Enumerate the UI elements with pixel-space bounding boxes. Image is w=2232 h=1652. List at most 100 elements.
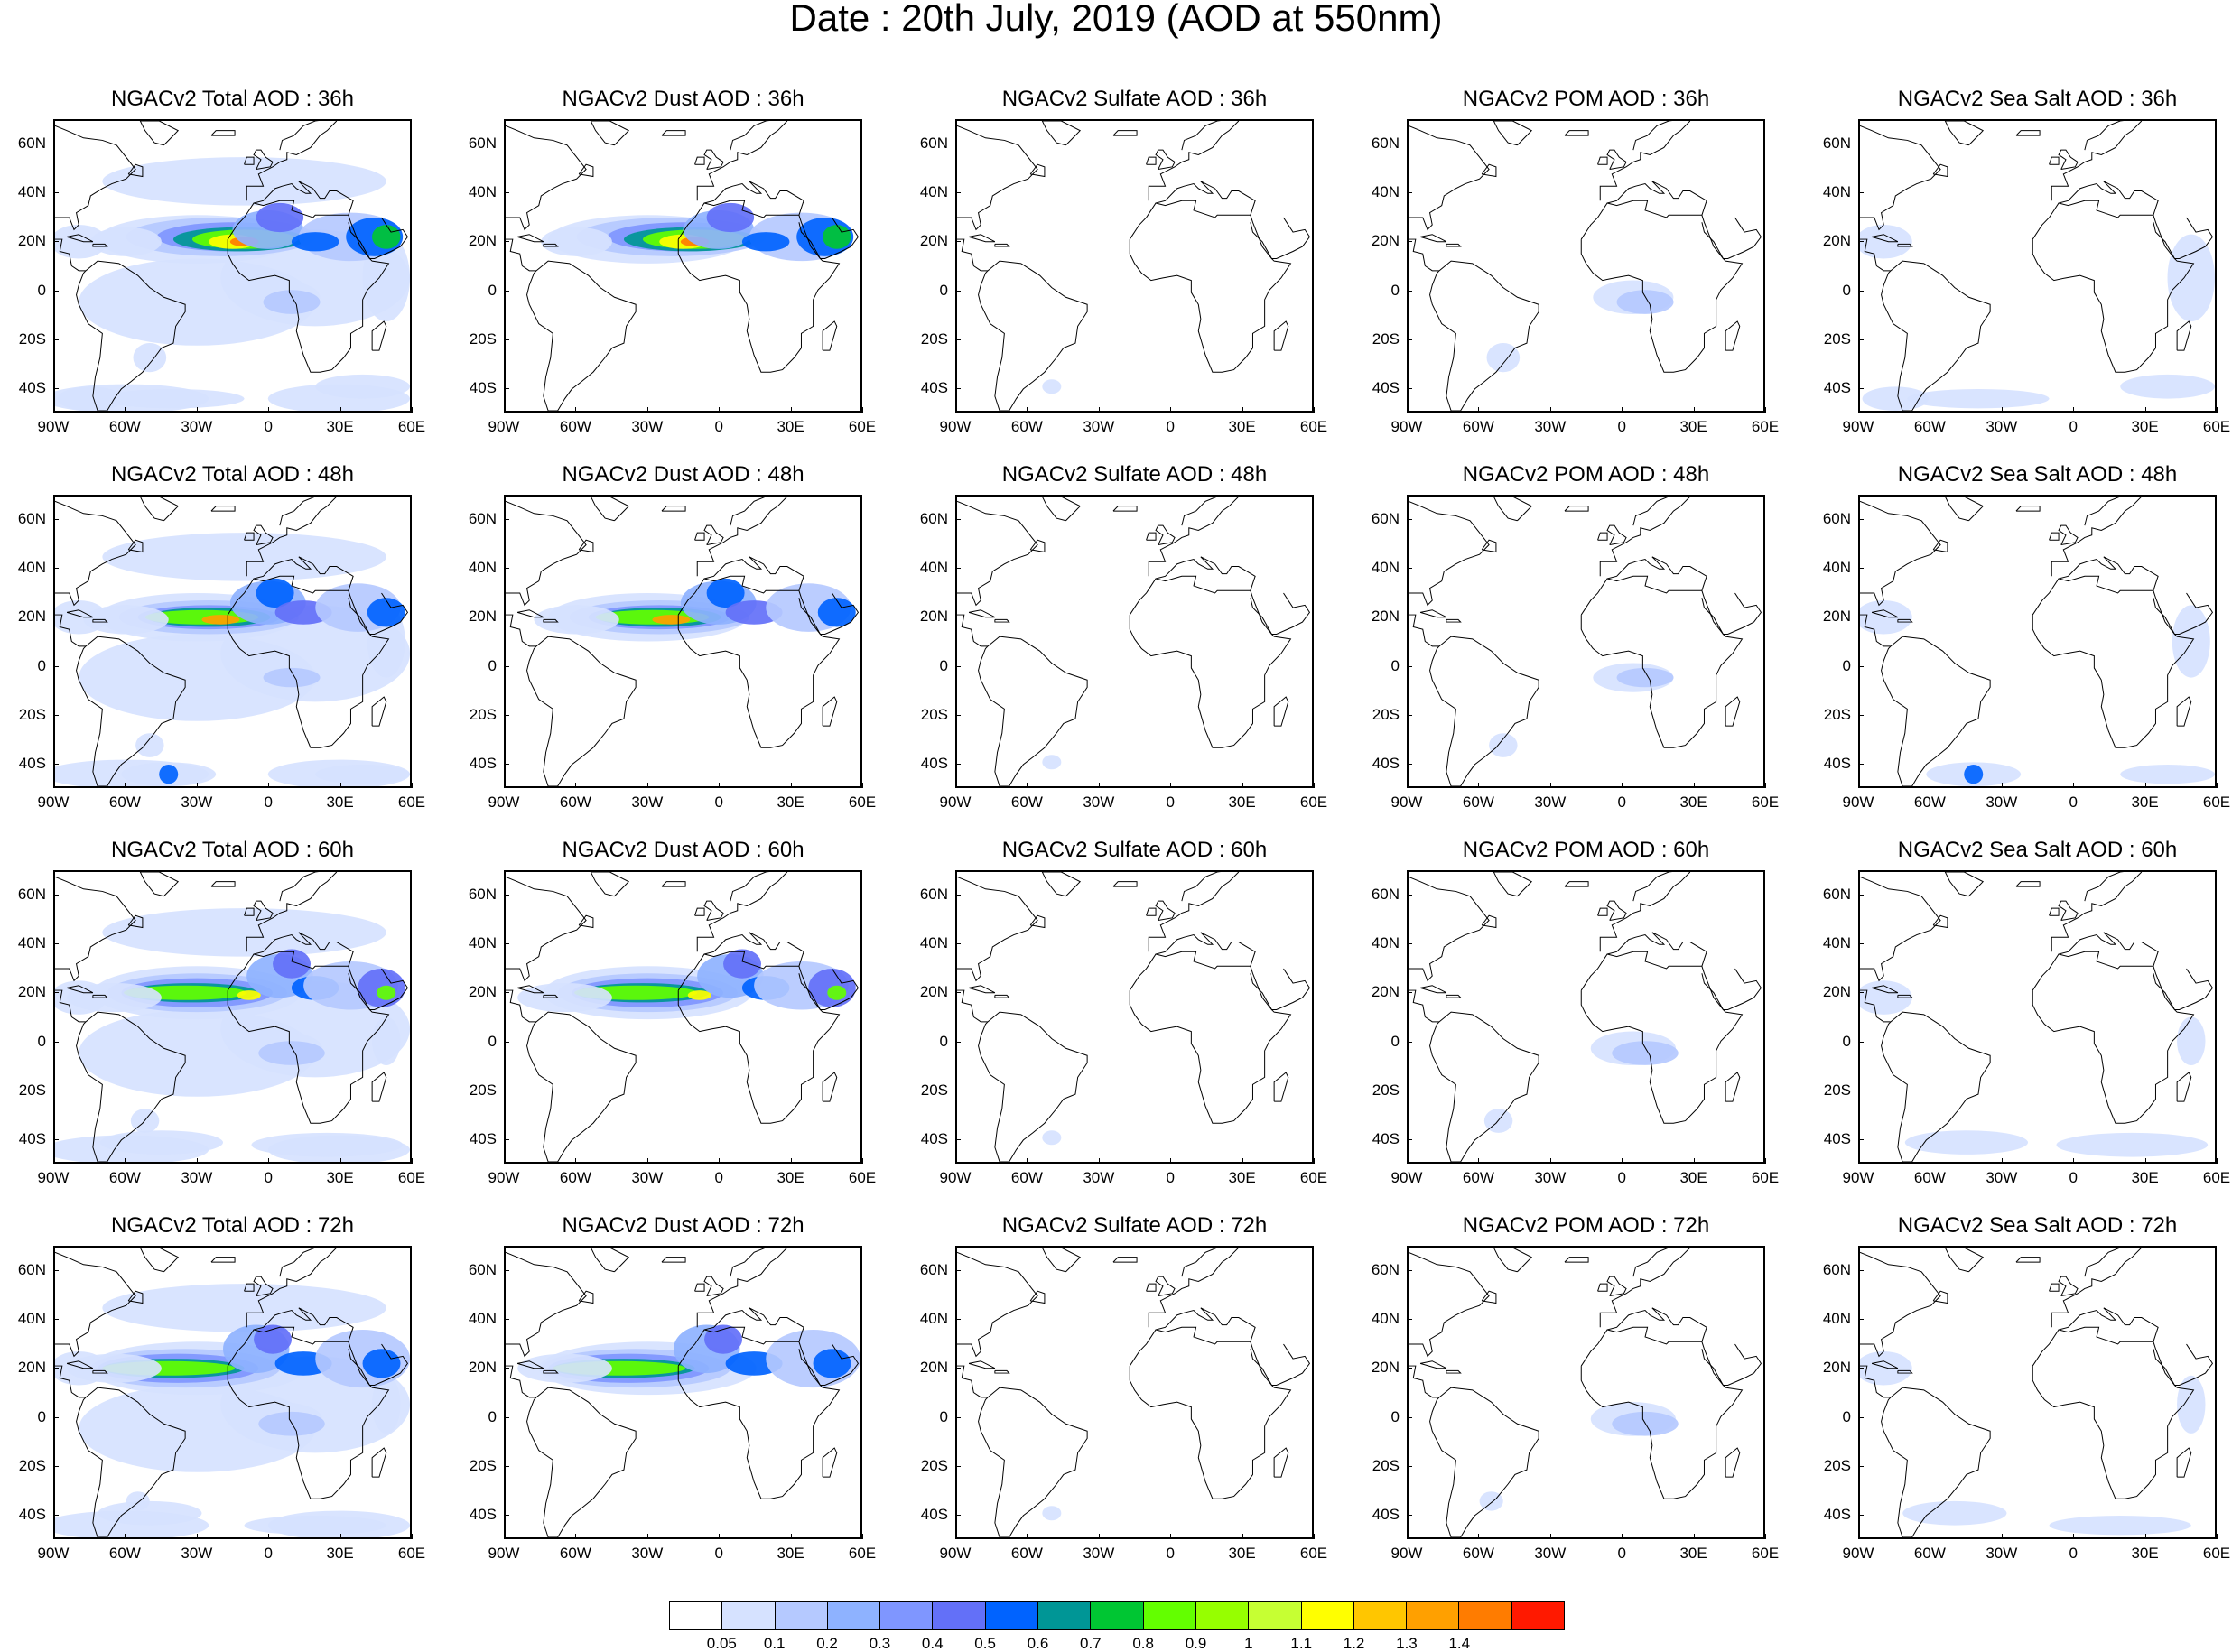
coastline	[348, 1343, 409, 1386]
lon-tick-mark	[1858, 1158, 1859, 1164]
lon-tick-label: 30W	[1986, 794, 2018, 811]
coastline	[1932, 914, 1948, 929]
coastline	[822, 1447, 838, 1478]
lon-tick-label: 60E	[848, 1545, 877, 1562]
coastline	[55, 125, 136, 231]
coastline	[66, 234, 94, 243]
coastline	[1148, 121, 1240, 201]
lon-tick-mark	[790, 783, 792, 788]
map-canvas	[55, 872, 410, 1162]
lon-tick-mark	[268, 1158, 270, 1164]
lon-tick-mark	[196, 783, 198, 788]
lon-tick-mark	[268, 1534, 270, 1539]
lat-tick-label: 0	[488, 1032, 497, 1050]
lat-tick-mark	[955, 192, 961, 194]
coastline	[2058, 149, 2079, 171]
lon-tick-mark	[2144, 1534, 2146, 1539]
lat-tick-mark	[1407, 1138, 1412, 1140]
lon-tick-label: 60E	[2202, 1169, 2231, 1186]
coastline	[1580, 951, 1744, 1124]
lon-tick-mark	[1098, 1158, 1100, 1164]
aod-plume	[372, 1016, 401, 1066]
coastline	[677, 1326, 841, 1499]
lon-tick-mark	[1549, 407, 1551, 413]
lon-tick-label: 60E	[397, 1169, 426, 1186]
map-canvas	[506, 872, 860, 1162]
lat-tick-mark	[1858, 1416, 1864, 1418]
lat-tick-label: 20N	[468, 1359, 497, 1377]
coastline	[2058, 1307, 2159, 1342]
coastline	[1148, 872, 1240, 952]
lat-tick-label: 40N	[468, 934, 497, 952]
lon-tick-mark	[1170, 1534, 1172, 1539]
coastline	[1881, 1011, 1991, 1162]
lat-tick-label: 40N	[1371, 1310, 1400, 1328]
coastline	[139, 497, 180, 522]
lon-tick-label: 30E	[2131, 1545, 2159, 1562]
lat-tick-mark	[1858, 895, 1864, 896]
lon-tick-label: 30W	[1534, 418, 1567, 435]
lat-tick-label: 0	[488, 1407, 497, 1425]
map-panel-dust-60h	[504, 870, 862, 1164]
lon-tick-mark	[1027, 1158, 1028, 1164]
lon-tick-mark	[1242, 1534, 1243, 1539]
lon-tick-label: 60W	[108, 794, 141, 811]
lon-tick-label: 90W	[488, 794, 520, 811]
coastline	[1429, 1387, 1539, 1537]
coastline	[2153, 217, 2214, 259]
lat-tick-mark	[1858, 1368, 1864, 1369]
lat-tick-mark	[504, 339, 509, 340]
coastline	[1273, 696, 1289, 727]
lat-tick-mark	[53, 1041, 59, 1043]
coastline	[1632, 497, 1673, 526]
lat-tick-label: 40S	[1372, 1129, 1400, 1147]
coastline	[2084, 121, 2125, 151]
map-canvas	[1860, 1248, 2214, 1537]
coastline	[661, 881, 686, 887]
lat-tick-mark	[504, 192, 509, 194]
lon-tick-label: 30W	[1534, 1545, 1567, 1562]
aod-plume	[1904, 1130, 2029, 1155]
coastline	[1250, 592, 1311, 635]
panel-title: NGACv2 Sea Salt AOD : 60h	[1897, 838, 2178, 862]
lon-tick-mark	[790, 1534, 792, 1539]
lon-tick-label: 90W	[939, 1169, 972, 1186]
lat-tick-mark	[1407, 895, 1412, 896]
lon-tick-label: 60E	[397, 1545, 426, 1562]
lat-tick-label: 40N	[468, 559, 497, 577]
aod-plume	[55, 224, 107, 259]
coastline	[1250, 217, 1311, 259]
coastline	[1129, 951, 1292, 1124]
lat-tick-label: 40S	[920, 378, 948, 396]
lon-tick-mark	[196, 1158, 198, 1164]
coastline	[1606, 1276, 1627, 1297]
lat-tick-label: 40S	[920, 1129, 948, 1147]
lat-tick-label: 20S	[1372, 1456, 1400, 1474]
coastline	[1606, 149, 1627, 171]
coastline	[730, 121, 770, 151]
coastline	[76, 260, 186, 411]
lat-tick-label: 60N	[17, 886, 46, 904]
lat-tick-mark	[53, 192, 59, 194]
map-panel-sulfate-36h	[955, 119, 1314, 413]
lon-tick-label: 30W	[631, 418, 664, 435]
lat-tick-label: 40S	[469, 1129, 497, 1147]
lon-tick-mark	[2073, 407, 2075, 413]
colorbar-swatch	[1407, 1602, 1460, 1629]
coastline	[55, 238, 87, 272]
coastline	[2051, 872, 2143, 952]
aod-plume	[135, 733, 164, 757]
coastline	[694, 532, 705, 541]
lat-tick-mark	[53, 1138, 59, 1140]
coastline	[1493, 121, 1533, 146]
coastline	[1481, 1290, 1497, 1304]
lon-tick-mark	[339, 407, 341, 413]
lon-tick-label: 30W	[1083, 418, 1115, 435]
aod-plume	[1042, 1130, 1062, 1146]
lat-tick-mark	[1407, 290, 1412, 292]
lon-tick-label: 30E	[1228, 794, 1256, 811]
coastline	[1860, 500, 1941, 607]
panel-title: NGACv2 Dust AOD : 60h	[562, 838, 804, 862]
colorbar-label: 0.05	[706, 1635, 737, 1652]
lon-tick-label: 60E	[848, 418, 877, 435]
